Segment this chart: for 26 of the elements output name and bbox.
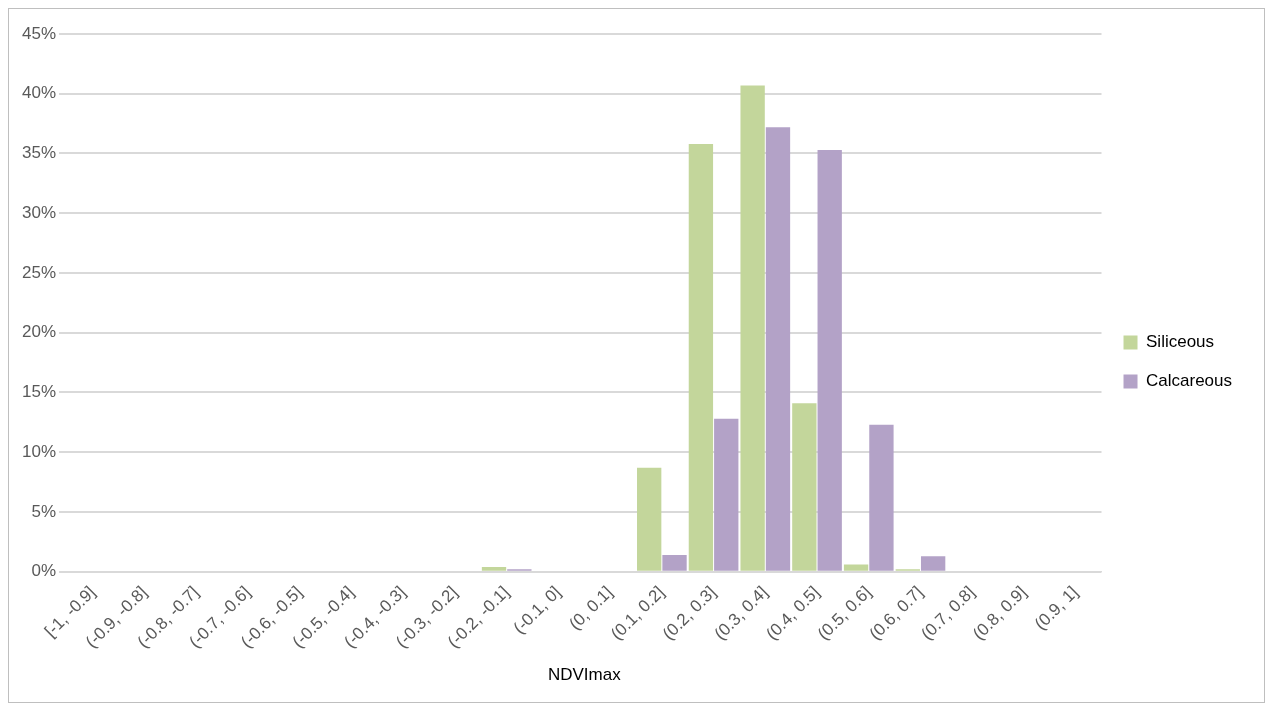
y-tick-label: 5%	[31, 501, 57, 521]
bar	[843, 564, 869, 571]
x-axis-title: NDVImax	[547, 665, 622, 685]
bar	[765, 127, 791, 571]
y-tick-label: 30%	[21, 202, 57, 222]
x-tick-label: (0.9, 1]	[1030, 582, 1082, 634]
bar	[920, 556, 946, 571]
bar	[740, 85, 765, 571]
y-tick-label: 45%	[21, 23, 57, 43]
y-tick-label: 15%	[21, 382, 57, 402]
y-tick-label: 20%	[21, 322, 57, 342]
bar	[688, 143, 714, 571]
bar	[481, 566, 507, 571]
y-tick-label: 10%	[21, 441, 57, 461]
bar	[792, 403, 817, 571]
y-tick-label: 25%	[21, 262, 57, 282]
y-tick-label: 35%	[21, 143, 57, 163]
legend-label: Siliceous	[1146, 332, 1215, 352]
y-tick-label: 40%	[21, 83, 57, 103]
bar	[637, 467, 662, 571]
y-tick-label: 0%	[31, 561, 57, 581]
bar	[662, 555, 687, 571]
bar	[714, 418, 739, 571]
bar	[817, 149, 842, 571]
legend-label: Calcareous	[1146, 371, 1233, 391]
bar	[869, 424, 894, 571]
